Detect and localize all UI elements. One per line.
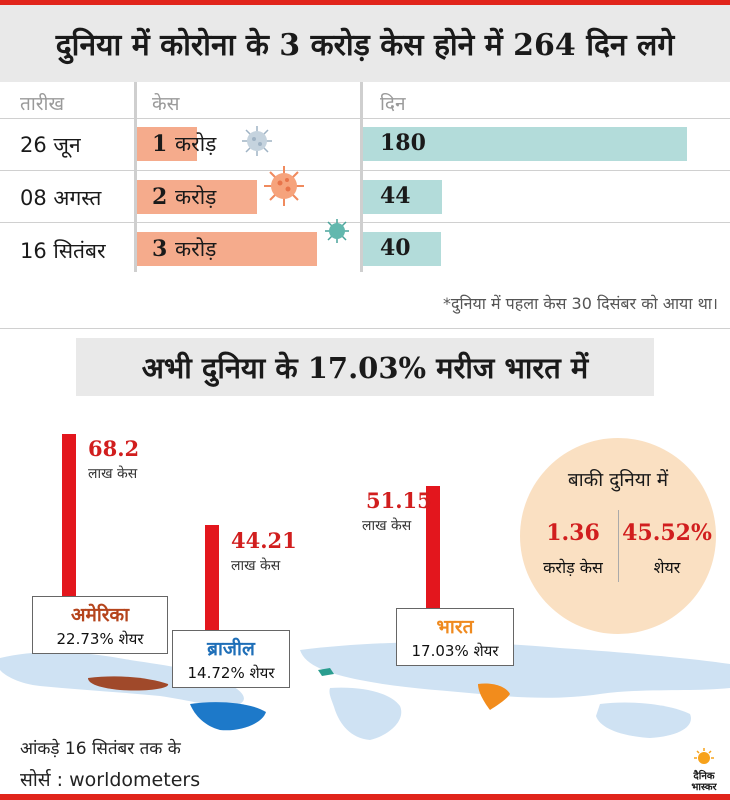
logo-text-1: दैनिक [693, 771, 715, 782]
usa-name: अमेरिका [70, 604, 130, 626]
brazil-share: 14.72% शेयर [187, 664, 275, 682]
circle-divider [618, 510, 619, 582]
source-name: worldometers [69, 769, 201, 791]
section-title: अभी दुनिया के 17.03% मरीज भारत में [76, 338, 654, 396]
row-date: 16 सितंबर [20, 239, 106, 263]
header-cases: केस [152, 93, 180, 115]
usa-share: 22.73% शेयर [56, 630, 144, 648]
brazil-cases-unit: लाख केस [231, 558, 281, 574]
row-date: 26 जून [20, 133, 81, 157]
day-bar [363, 232, 441, 266]
case-bar [137, 127, 197, 161]
bottom-accent-bar [0, 794, 730, 800]
map-usa [88, 676, 169, 691]
map-land-africa [329, 687, 402, 740]
india-cases-value: 51.15 [366, 488, 432, 513]
top-accent-bar [0, 0, 730, 5]
india-pole [426, 486, 440, 608]
case-bar [137, 232, 317, 266]
virus-icon [242, 126, 272, 156]
header-days: दिन [380, 93, 406, 115]
sun-logo-icon [694, 748, 714, 764]
case-value: 2 करोड़ [152, 184, 217, 210]
case-value: 3 करोड़ [152, 236, 217, 262]
india-name: भारत [436, 616, 474, 638]
rest-cases-value: 1.36 [546, 520, 600, 546]
virus-icon [264, 166, 304, 206]
case-bar [137, 180, 257, 214]
dainik-bhaskar-logo: दैनिक भास्कर [684, 748, 724, 794]
brazil-label-box: ब्राजील 14.72% शेयर [172, 630, 290, 688]
india-cases-unit: लाख केस [362, 518, 412, 534]
india-label-box: भारत 17.03% शेयर [396, 608, 514, 666]
data-date-note: आंकड़े 16 सितंबर तक के [20, 739, 181, 759]
day-value: 180 [380, 130, 426, 156]
footnote: *दुनिया में पहला केस 30 दिसंबर को आया था… [442, 294, 718, 313]
column-divider [134, 82, 137, 272]
india-share: 17.03% शेयर [411, 642, 499, 660]
usa-pole [62, 434, 76, 596]
source-label: सोर्स : [20, 769, 64, 791]
world-map [0, 642, 730, 740]
usa-label-box: अमेरिका 22.73% शेयर [32, 596, 168, 654]
map-island [318, 668, 334, 676]
section-divider [0, 328, 730, 329]
day-bar [363, 180, 443, 214]
day-value: 40 [380, 235, 411, 261]
row-date: 08 अगस्त [20, 186, 102, 210]
rest-cases-label: करोड़ केस [543, 558, 603, 577]
row-divider [0, 222, 730, 223]
map-brazil [190, 702, 266, 731]
day-value: 44 [380, 183, 411, 209]
brazil-name: ब्राजील [207, 638, 255, 660]
row-divider [0, 170, 730, 171]
usa-cases-unit: लाख केस [88, 466, 138, 482]
source-line: सोर्स : worldometers [20, 766, 200, 792]
usa-cases-value: 68.2 [88, 436, 140, 461]
brazil-cases-value: 44.21 [231, 528, 297, 553]
rest-share-label: शेयर [653, 558, 681, 577]
map-land-australia [596, 702, 691, 738]
map-india [478, 683, 510, 710]
main-title: दुनिया में कोरोना के 3 करोड़ केस होने मे… [0, 5, 730, 82]
row-divider [0, 118, 730, 119]
rest-of-world-title: बाकी दुनिया में [567, 469, 669, 491]
logo-text-2: भास्कर [691, 782, 717, 793]
virus-icon [325, 219, 349, 243]
column-divider [360, 82, 363, 272]
case-value: 1 करोड़ [152, 131, 217, 157]
day-bar [363, 127, 687, 161]
rest-share-value: 45.52% [622, 520, 712, 546]
brazil-pole [205, 525, 219, 630]
header-date: तारीख [20, 93, 64, 115]
